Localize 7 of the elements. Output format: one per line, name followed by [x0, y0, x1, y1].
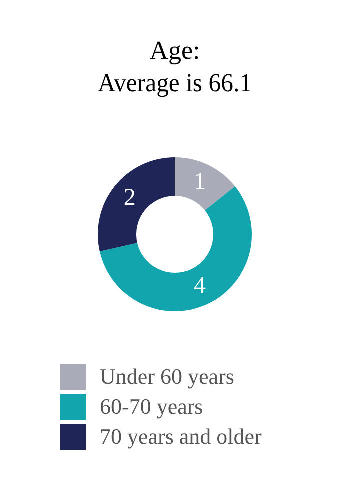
legend-label: 70 years and older: [100, 424, 262, 450]
legend-label: 60-70 years: [100, 394, 204, 420]
data-label: 4: [194, 272, 206, 299]
legend-label: Under 60 years: [100, 364, 234, 390]
chart-title: Age: Average is 66.1: [98, 36, 252, 98]
data-label: 2: [124, 184, 136, 211]
data-label: 1: [194, 168, 206, 195]
